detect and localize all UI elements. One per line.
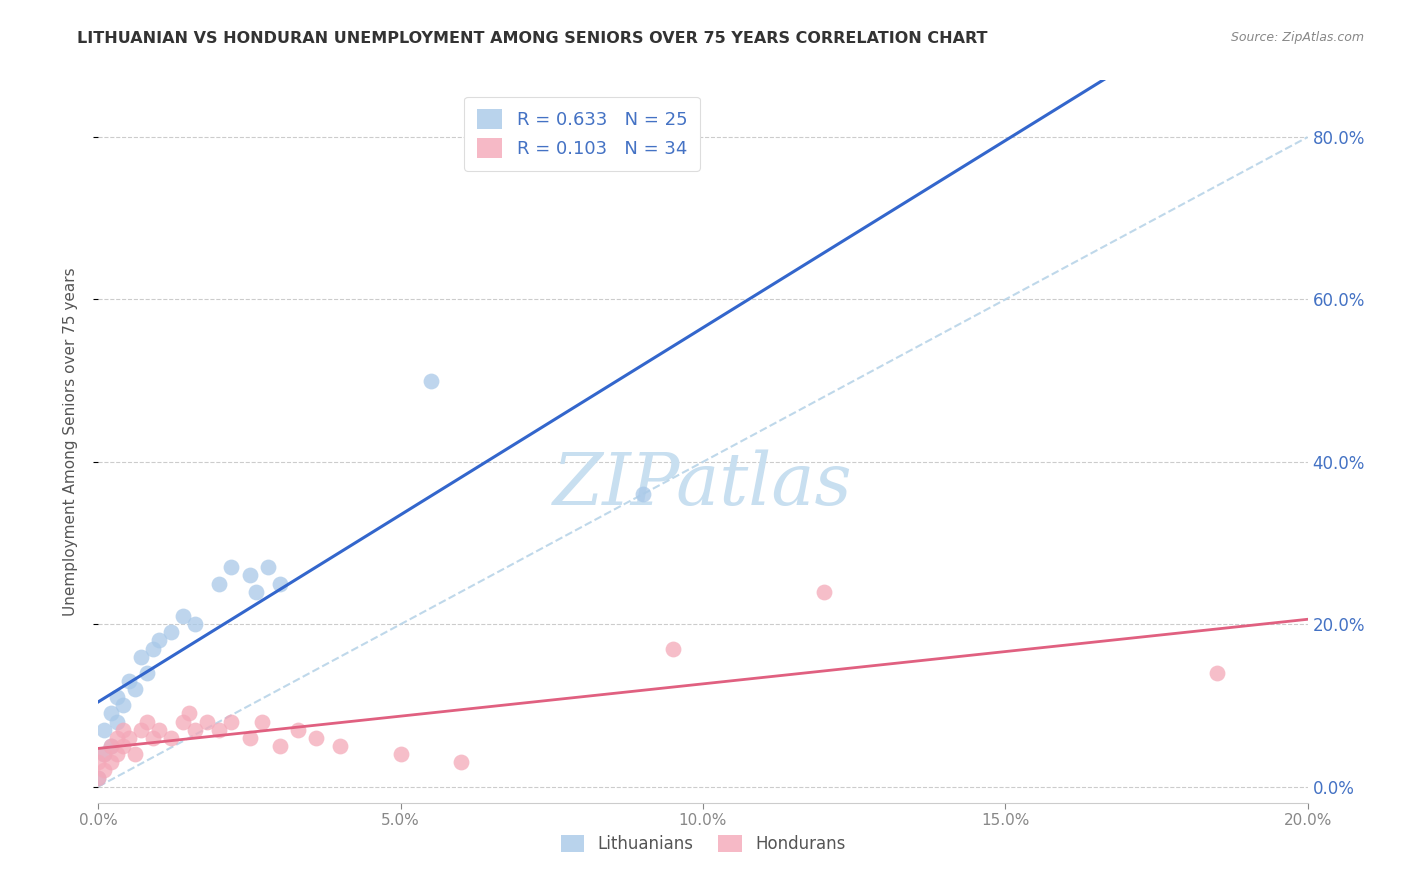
Point (221, 560, 243, 574)
Text: Source: ZipAtlas.com: Source: ZipAtlas.com (1230, 31, 1364, 45)
Point (111, 723, 134, 737)
Point (93, 747, 115, 761)
Point (208, 723, 231, 737)
Point (389, 747, 412, 761)
Point (124, 682, 146, 697)
Point (124, 747, 146, 761)
Point (100, 739, 122, 753)
Point (184, 617, 207, 632)
Point (87, 755, 110, 769)
Point (135, 665, 157, 680)
Point (269, 739, 291, 753)
Point (105, 731, 128, 745)
Point (93, 723, 115, 737)
Point (172, 609, 194, 624)
Text: ZIPatlas: ZIPatlas (553, 450, 853, 520)
Point (813, 584, 835, 599)
Point (129, 649, 152, 664)
Point (661, 641, 683, 656)
Point (142, 641, 165, 656)
Point (142, 731, 165, 745)
Point (100, 706, 122, 721)
Text: LITHUANIAN VS HONDURAN UNEMPLOYMENT AMONG SENIORS OVER 75 YEARS CORRELATION CHAR: LITHUANIAN VS HONDURAN UNEMPLOYMENT AMON… (77, 31, 988, 46)
Point (450, 755, 472, 769)
Point (208, 576, 231, 591)
Point (1206, 665, 1229, 680)
Point (420, 374, 443, 388)
Point (184, 723, 207, 737)
Point (195, 714, 218, 729)
Point (245, 584, 267, 599)
Point (111, 739, 134, 753)
Point (148, 633, 170, 648)
Point (105, 690, 128, 705)
Point (179, 706, 201, 721)
Point (100, 739, 122, 753)
Point (129, 723, 152, 737)
Point (105, 714, 128, 729)
Point (105, 747, 128, 761)
Point (135, 714, 157, 729)
Point (329, 739, 352, 753)
Point (160, 625, 183, 640)
Point (172, 714, 194, 729)
Point (93, 747, 115, 761)
Point (87, 772, 110, 786)
Point (93, 764, 115, 778)
Point (239, 731, 262, 745)
Y-axis label: Unemployment Among Seniors over 75 years: Unemployment Among Seniors over 75 years (63, 268, 77, 615)
Point (118, 673, 141, 688)
Point (221, 714, 243, 729)
Point (118, 731, 141, 745)
Legend: Lithuanians, Hondurans: Lithuanians, Hondurans (554, 828, 852, 860)
Point (305, 731, 328, 745)
Point (100, 755, 122, 769)
Point (250, 714, 273, 729)
Point (87, 772, 110, 786)
Point (111, 698, 134, 713)
Point (269, 576, 291, 591)
Point (239, 568, 262, 582)
Point (148, 723, 170, 737)
Point (631, 487, 654, 501)
Point (256, 560, 278, 574)
Point (287, 723, 309, 737)
Point (160, 731, 183, 745)
